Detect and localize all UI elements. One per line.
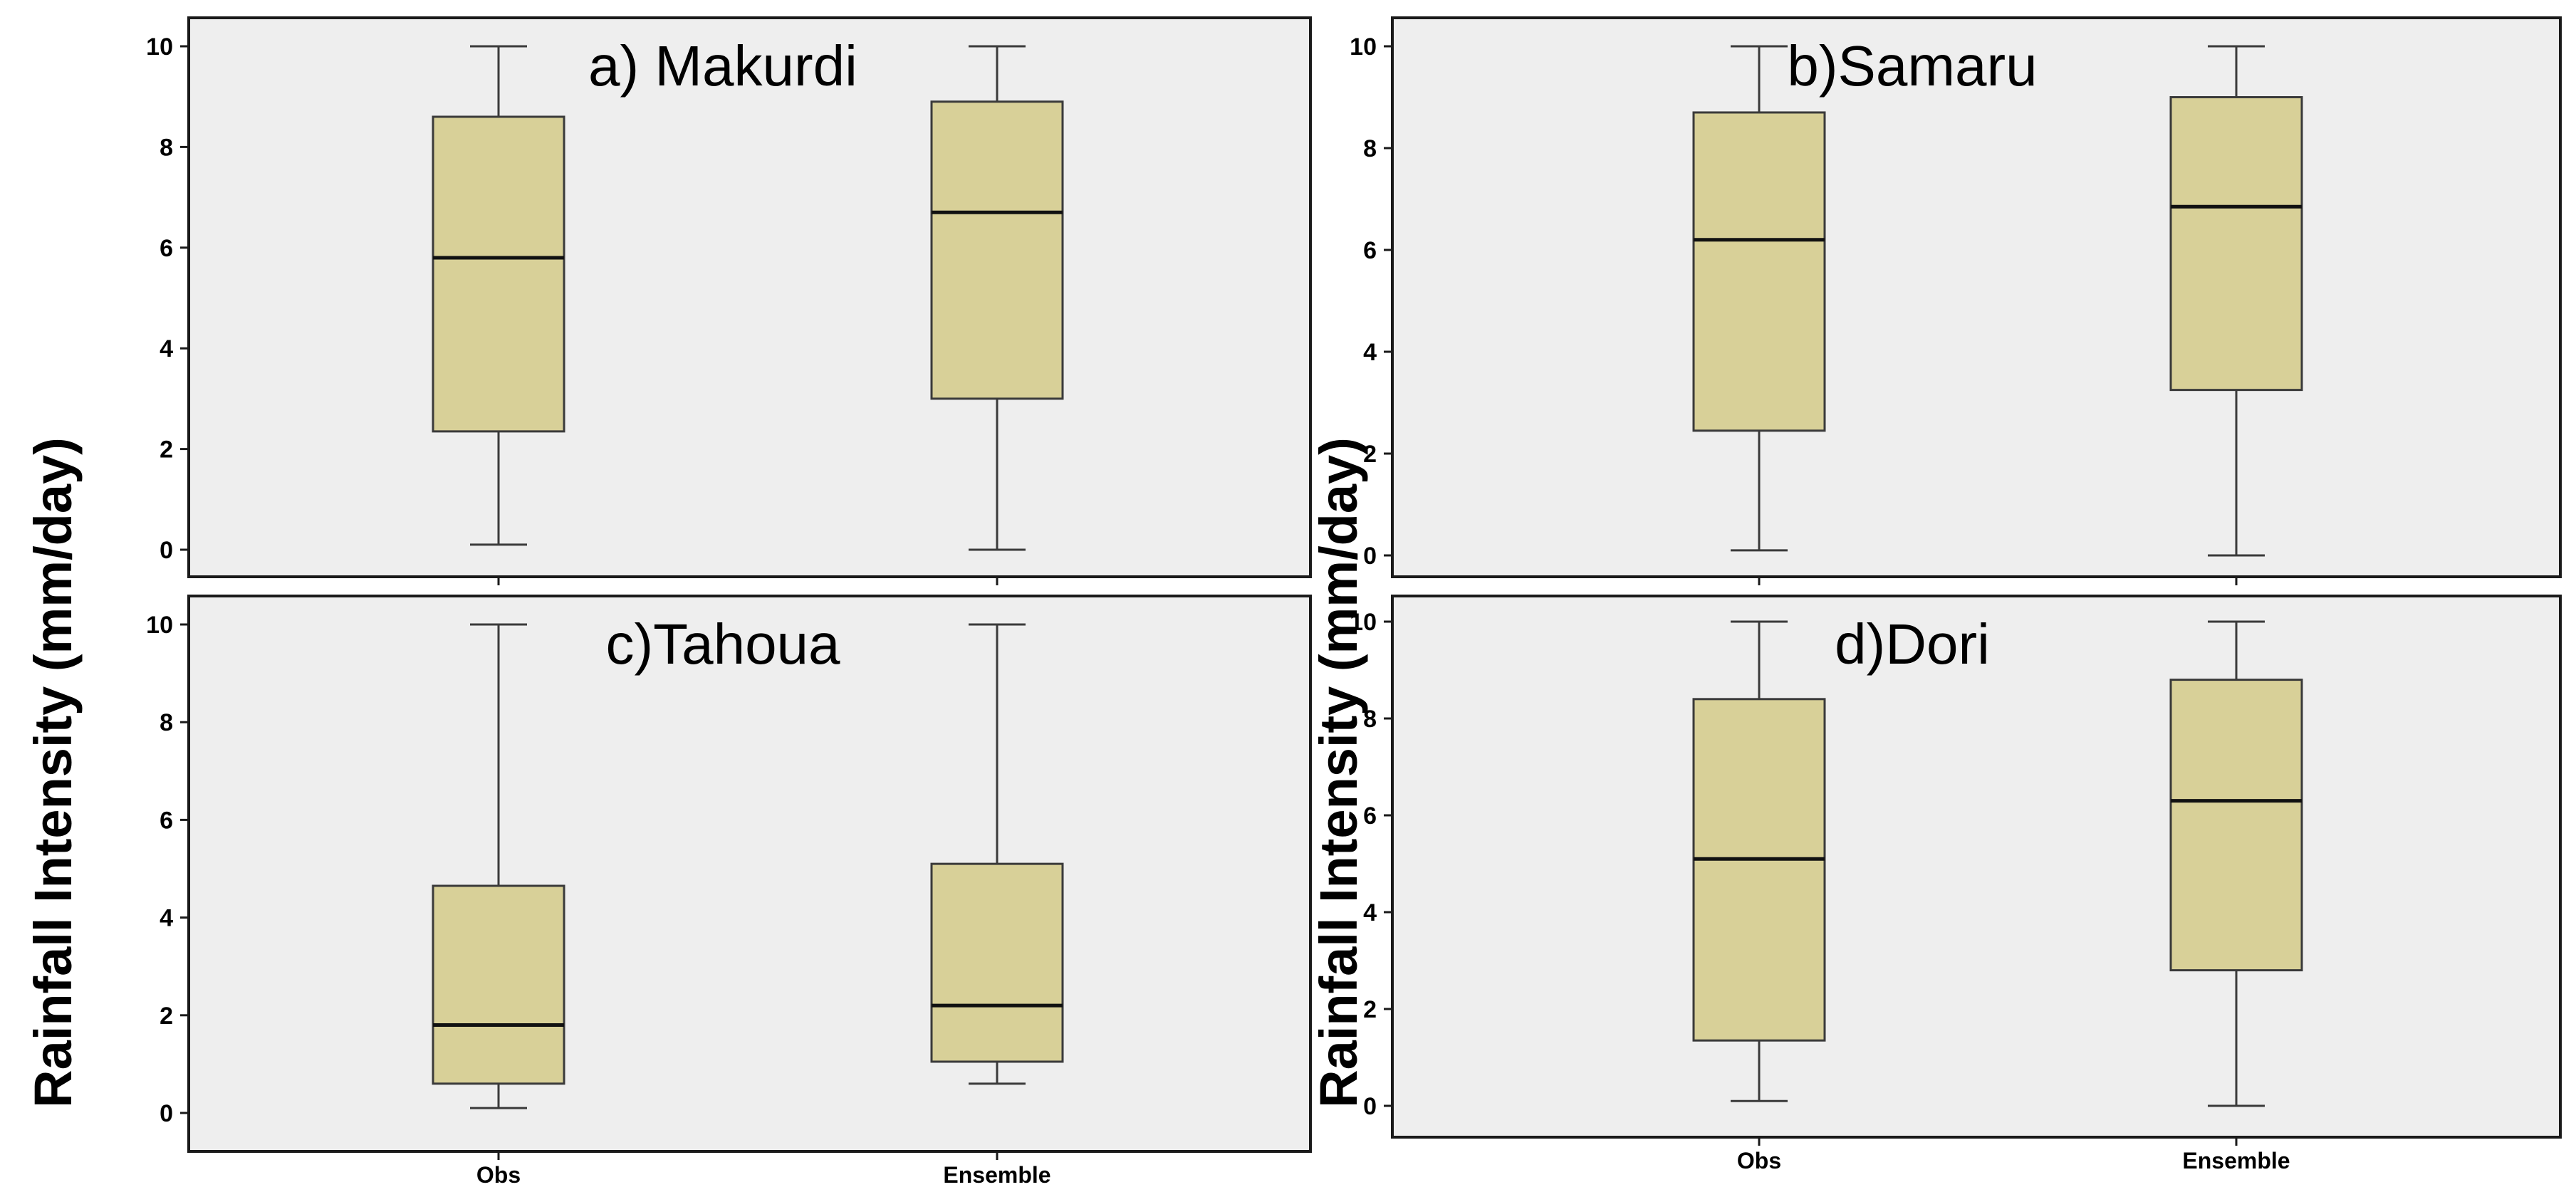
- box-ensemble: [2169, 620, 2303, 1107]
- iqr-box: [432, 884, 565, 1085]
- x-category-label: Obs: [1737, 1148, 1781, 1173]
- panel-frame: [187, 595, 1312, 1153]
- y-tick-label: 10: [1350, 609, 1377, 636]
- y-tick-label: 10: [146, 33, 173, 61]
- y-tick-label: 10: [1350, 33, 1377, 61]
- y-tick-label: 6: [160, 807, 173, 834]
- panel-title: c)Tahoua: [605, 612, 840, 676]
- y-tick-label: 6: [1363, 802, 1377, 830]
- left-ylabel: Rainfall Intensity (mm/day): [24, 437, 83, 1108]
- y-tick-label: 2: [1363, 441, 1377, 468]
- y-tick-label: 8: [160, 709, 173, 736]
- iqr-box: [1692, 698, 1826, 1042]
- y-axis-label: Rainfall Intensity (mm/day): [24, 437, 83, 1108]
- box-obs: [432, 623, 565, 1109]
- y-tick-label: 4: [160, 335, 173, 362]
- panel-frame: [187, 16, 1312, 578]
- iqr-box: [930, 862, 1064, 1063]
- y-tick-label: 4: [1363, 899, 1377, 926]
- y-tick-label: 8: [1363, 706, 1377, 733]
- chart-panel: c)Tahoua 0 2 4 6 8 10 Obs Ensemble: [146, 595, 1312, 1188]
- box-obs: [1692, 45, 1826, 552]
- panel-title: a) Makurdi: [588, 34, 857, 98]
- y-tick-label: 6: [160, 235, 173, 262]
- y-tick-label: 6: [1363, 237, 1377, 264]
- panel-frame: [1391, 595, 2562, 1139]
- panel-title: d)Dori: [1835, 612, 1990, 676]
- y-tick-label: 0: [1363, 1093, 1377, 1120]
- chart-panel: b)Samaru 0 2 4 6 8 10: [1350, 16, 2562, 585]
- box-obs: [432, 45, 565, 546]
- y-tick-label: 10: [146, 612, 173, 639]
- panel-frame: [1391, 16, 2562, 578]
- iqr-box: [2169, 96, 2303, 392]
- chart-panel: d)Dori 0 2 4 6 8 10 Obs Ensemble: [1350, 595, 2562, 1173]
- y-tick-label: 8: [160, 134, 173, 161]
- y-tick-label: 2: [1363, 996, 1377, 1023]
- iqr-box: [930, 100, 1064, 400]
- y-tick-label: 8: [1363, 135, 1377, 162]
- x-category-label: Ensemble: [943, 1162, 1050, 1188]
- y-tick-label: 0: [160, 537, 173, 564]
- y-tick-label: 2: [160, 1003, 173, 1030]
- x-category-label: Ensemble: [2182, 1148, 2290, 1173]
- box-ensemble: [930, 45, 1064, 551]
- panel-title: b)Samaru: [1787, 34, 2037, 98]
- right-ylabel: Rainfall Intensity (mm/day): [1309, 437, 1368, 1108]
- y-tick-label: 4: [160, 905, 173, 932]
- chart-panel: a) Makurdi 0 2 4 6 8 10: [146, 16, 1312, 585]
- iqr-box: [432, 115, 565, 433]
- y-axis-label: Rainfall Intensity (mm/day): [1309, 437, 1368, 1108]
- y-tick-label: 0: [1363, 543, 1377, 570]
- y-tick-label: 2: [160, 436, 173, 464]
- y-tick-label: 0: [160, 1100, 173, 1127]
- x-category-label: Obs: [476, 1162, 521, 1188]
- box-ensemble: [930, 623, 1064, 1085]
- box-ensemble: [2169, 45, 2303, 557]
- box-obs: [1692, 620, 1826, 1102]
- y-tick-label: 4: [1363, 339, 1377, 366]
- iqr-box: [1692, 111, 1826, 432]
- iqr-box: [2169, 679, 2303, 972]
